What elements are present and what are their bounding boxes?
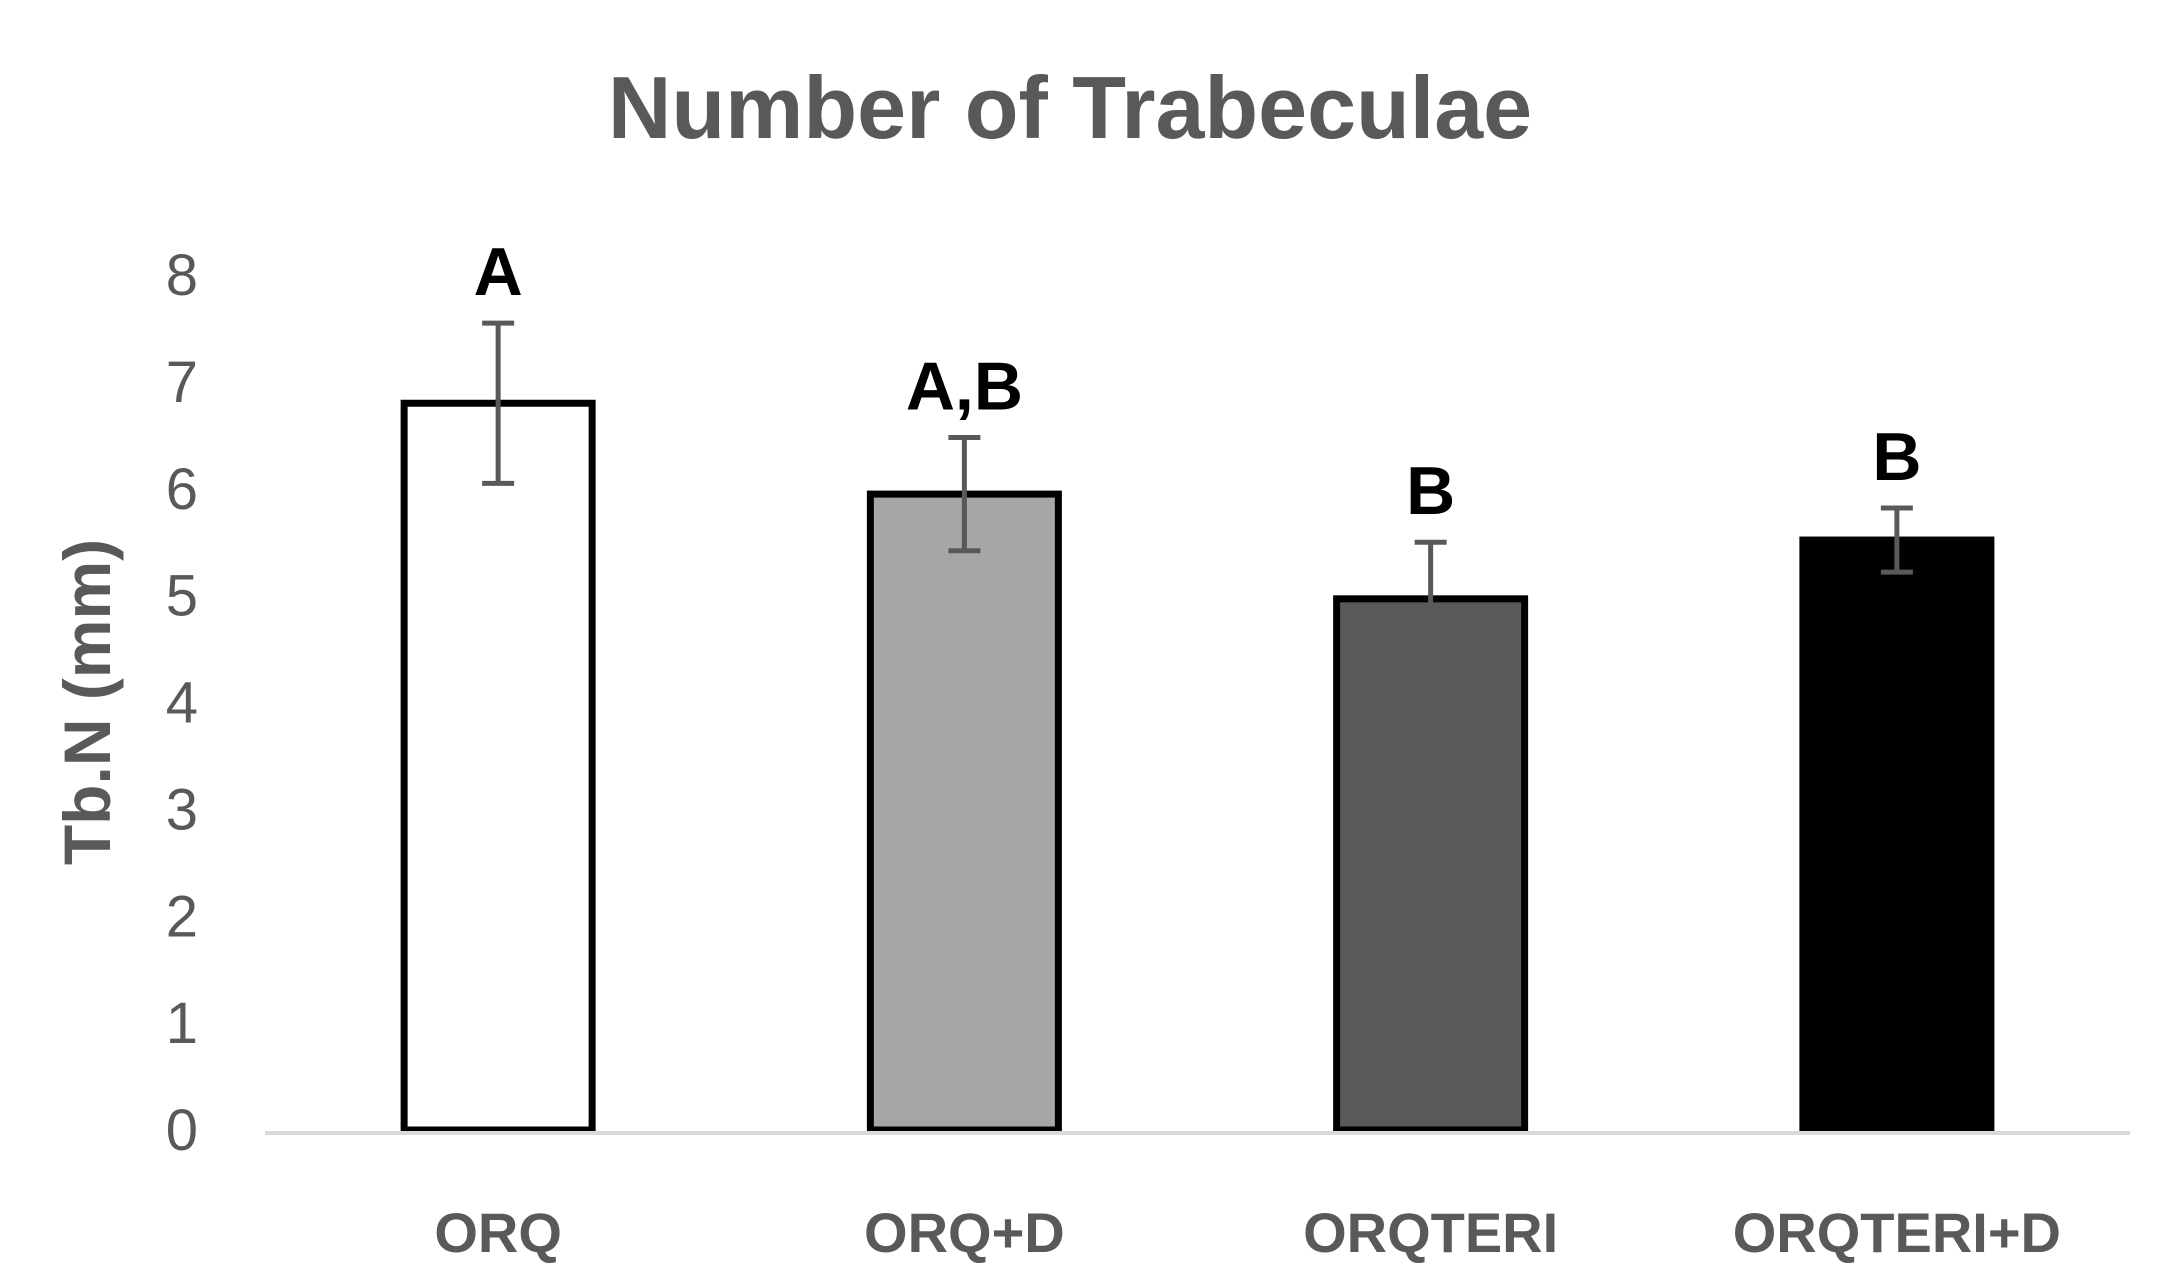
significance-label: A,B [906, 348, 1023, 424]
bar-orq [400, 399, 596, 1134]
error-bar [482, 320, 515, 486]
error-bar [1880, 505, 1913, 575]
y-tick-label: 1 [166, 991, 198, 1056]
y-tick-label: 7 [166, 350, 198, 415]
y-axis-label: Tb.N (mm) [50, 539, 124, 865]
x-axis-categories: ORQ ORQ+D ORQTERI ORQTERI+D [434, 1201, 2061, 1264]
error-bar [948, 434, 981, 554]
significance-label: B [1872, 419, 1921, 495]
y-tick-label: 8 [166, 243, 198, 308]
error-bars-group [482, 320, 1913, 658]
error-bar [1414, 539, 1447, 658]
x-category-label: ORQTERI+D [1733, 1201, 2061, 1264]
y-tick-label: 2 [166, 884, 198, 949]
bar-orqteri [1333, 595, 1529, 1134]
x-category-label: ORQ [434, 1201, 562, 1264]
y-tick-label: 3 [166, 777, 198, 842]
chart-title: Number of Trabeculae [608, 58, 1532, 157]
y-tick-label: 4 [166, 671, 198, 736]
y-tick-label: 6 [166, 457, 198, 522]
y-tick-label: 0 [166, 1098, 198, 1163]
bar-orqteri-d [1799, 536, 1995, 1134]
x-category-label: ORQ+D [864, 1201, 1065, 1264]
y-tick-label: 5 [166, 564, 198, 629]
bar-orq-d [866, 490, 1062, 1134]
bars-group [400, 399, 1995, 1134]
y-axis-ticks: 0 1 2 3 4 5 6 7 8 [166, 243, 198, 1163]
x-category-label: ORQTERI [1303, 1201, 1558, 1264]
significance-labels-group: A A,B B B [474, 234, 1922, 529]
significance-label: A [474, 234, 523, 310]
significance-label: B [1406, 453, 1455, 529]
